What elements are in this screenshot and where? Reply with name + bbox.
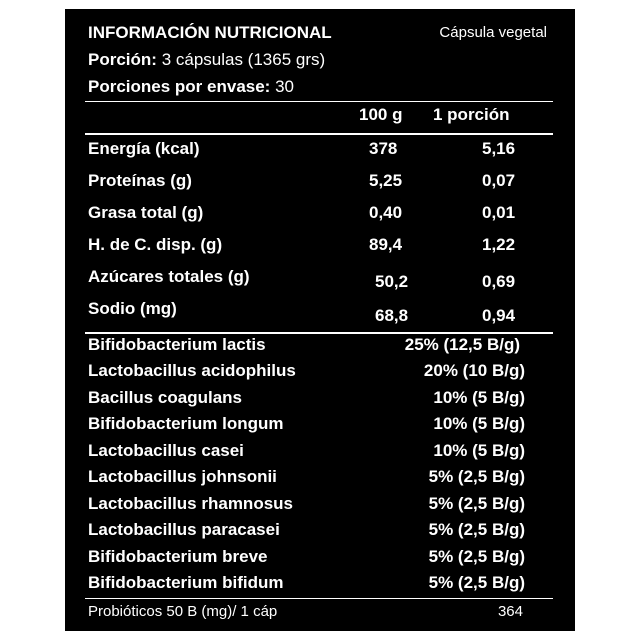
header-divider xyxy=(85,101,553,102)
nutrient-name: H. de C. disp. (g) xyxy=(88,235,223,254)
strain-value: 10% (5 B/g) xyxy=(433,441,525,460)
nutrient-per-100g: 89,4 xyxy=(369,235,403,254)
strain-name: Bacillus coagulans xyxy=(88,388,242,407)
nutrient-name: Azúcares totales (g) xyxy=(88,267,250,286)
panel-title: INFORMACIÓN NUTRICIONAL xyxy=(88,23,332,42)
footer-label: Probióticos 50 B (mg)/ 1 cáp xyxy=(88,603,278,620)
capsule-type: Cápsula vegetal xyxy=(439,24,547,41)
strain-value: 5% (2,5 B/g) xyxy=(428,573,525,592)
nutrient-per-serving: 0,01 xyxy=(482,203,516,222)
nutrient-per-100g: 5,25 xyxy=(369,171,403,190)
nutrients-divider xyxy=(85,332,553,334)
nutrient-name: Proteínas (g) xyxy=(88,171,192,190)
servings-per-container-value: 30 xyxy=(275,77,294,96)
strain-value: 5% (2,5 B/g) xyxy=(428,467,525,486)
nutrient-per-serving: 0,07 xyxy=(482,171,516,190)
columns-divider xyxy=(85,133,553,135)
strain-name: Bifidobacterium bifidum xyxy=(88,573,284,592)
strain-value: 5% (2,5 B/g) xyxy=(428,520,525,539)
nutrient-per-serving: 5,16 xyxy=(482,139,516,158)
strain-name: Lactobacillus paracasei xyxy=(88,520,280,539)
strain-value: 5% (2,5 B/g) xyxy=(428,547,525,566)
strain-value: 10% (5 B/g) xyxy=(433,388,525,407)
strain-name: Bifidobacterium breve xyxy=(88,547,268,566)
strain-name: Lactobacillus acidophilus xyxy=(88,361,296,380)
strain-name: Bifidobacterium lactis xyxy=(88,335,266,354)
strain-name: Bifidobacterium longum xyxy=(88,414,284,433)
serving-size-label: Porción: xyxy=(88,50,157,69)
strain-name: Lactobacillus rhamnosus xyxy=(88,494,293,513)
nutrient-per-serving: 1,22 xyxy=(482,235,516,254)
column-header-serving: 1 porción xyxy=(433,105,510,124)
servings-per-container-label: Porciones por envase: xyxy=(88,77,271,96)
nutrient-name: Grasa total (g) xyxy=(88,203,204,222)
nutrient-per-serving: 0,94 xyxy=(482,306,516,325)
nutrient-per-100g: 68,8 xyxy=(375,306,409,325)
nutrient-name: Energía (kcal) xyxy=(88,139,200,158)
strains-divider xyxy=(85,598,553,599)
nutrient-name: Sodio (mg) xyxy=(88,299,177,318)
nutrient-per-serving: 0,69 xyxy=(482,272,516,291)
column-header-100g: 100 g xyxy=(359,105,403,124)
nutrition-facts-panel: INFORMACIÓN NUTRICIONAL Cápsula vegetal … xyxy=(64,8,576,632)
serving-size-value: 3 cápsulas (1365 grs) xyxy=(161,50,326,69)
footer-value: 364 xyxy=(497,603,523,620)
strain-value: 25% (12,5 B/g) xyxy=(404,335,520,354)
nutrient-per-100g: 378 xyxy=(369,139,398,158)
serving-size: Porción: 3 cápsulas (1365 grs) xyxy=(88,50,325,70)
nutrient-per-100g: 50,2 xyxy=(375,272,409,291)
servings-per-container: Porciones por envase: 30 xyxy=(88,77,294,97)
strain-name: Lactobacillus casei xyxy=(88,441,244,460)
strain-value: 20% (10 B/g) xyxy=(423,361,525,380)
strain-name: Lactobacillus johnsonii xyxy=(88,467,277,486)
strain-value: 5% (2,5 B/g) xyxy=(428,494,525,513)
nutrient-per-100g: 0,40 xyxy=(369,203,403,222)
strain-value: 10% (5 B/g) xyxy=(433,414,525,433)
